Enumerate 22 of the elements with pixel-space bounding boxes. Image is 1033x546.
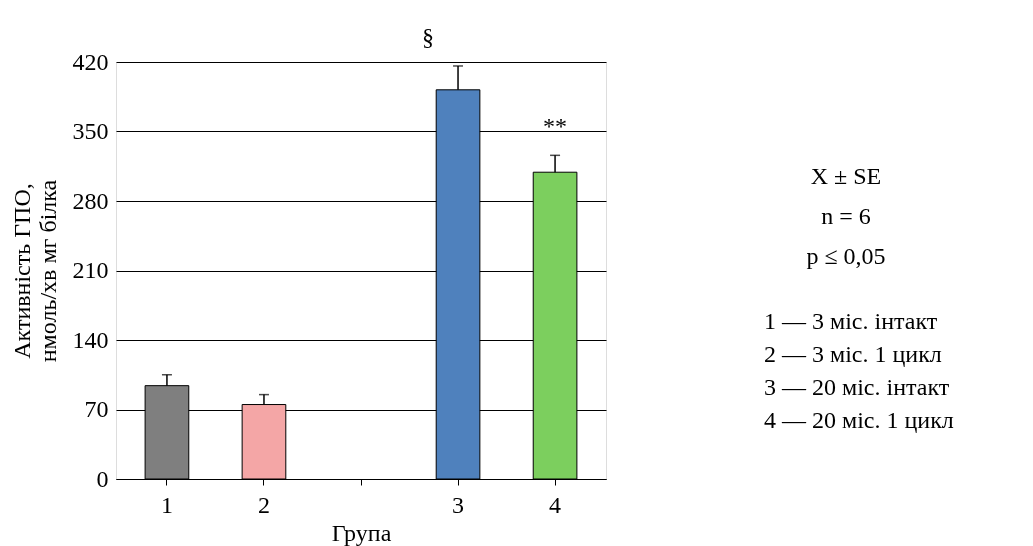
text: n = 6	[821, 203, 871, 229]
y-tick-label: 350	[72, 118, 109, 144]
x-axis-title: Група	[331, 519, 392, 546]
y-tick-label: 280	[72, 187, 109, 214]
text: 2 — 3 міс. 1 цикл	[764, 341, 942, 367]
x-tick-label: 1	[160, 491, 173, 518]
y-tick-label: 140	[72, 326, 109, 353]
x-tick-label: 4	[549, 491, 562, 518]
annotation: **	[543, 113, 568, 140]
x-tick-label: 3	[452, 491, 465, 518]
text: 4 — 20 міс. 1 цикл	[764, 407, 954, 433]
y-tick-label: 70	[84, 396, 109, 422]
annotation: §	[422, 23, 435, 50]
y-tick-label: 420	[72, 48, 109, 75]
text: 1 — 3 міс. інтакт	[764, 308, 938, 334]
y-tick-label: 210	[72, 257, 109, 283]
text: X ± SE	[810, 163, 882, 189]
text: 3 — 20 міс. інтакт	[764, 374, 950, 400]
x-tick-label: 2	[257, 491, 270, 518]
y-axis-title: Активність ГПО, нмоль/хв мг білка	[8, 179, 61, 363]
y-tick-label: 0	[96, 465, 109, 492]
text: p ≤ 0,05	[806, 243, 886, 269]
